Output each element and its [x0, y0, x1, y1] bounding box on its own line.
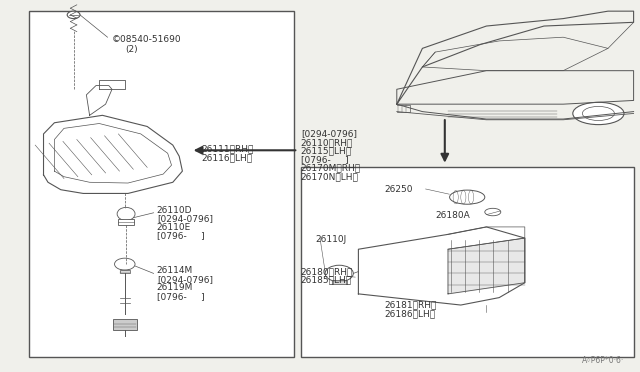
- Text: 26115（LH）: 26115（LH）: [301, 147, 352, 155]
- Ellipse shape: [449, 190, 485, 204]
- Text: 26181（RH）: 26181（RH）: [384, 301, 436, 310]
- Polygon shape: [358, 227, 525, 305]
- Text: (2): (2): [125, 45, 138, 54]
- Text: [0796-     ]: [0796- ]: [157, 231, 204, 240]
- Text: [0294-0796]: [0294-0796]: [157, 275, 212, 284]
- Circle shape: [325, 265, 353, 282]
- Text: 26180A: 26180A: [435, 211, 470, 220]
- Text: [0294-0796]: [0294-0796]: [301, 129, 357, 138]
- Text: 26111（RH）: 26111（RH）: [202, 144, 254, 153]
- Circle shape: [115, 258, 135, 270]
- Text: 26180（RH）: 26180（RH）: [301, 267, 353, 276]
- Ellipse shape: [573, 102, 624, 125]
- FancyBboxPatch shape: [301, 167, 634, 357]
- Text: A◦P6P*0·6·: A◦P6P*0·6·: [582, 356, 624, 365]
- Text: 26170M（RH）: 26170M（RH）: [301, 164, 361, 173]
- FancyBboxPatch shape: [29, 11, 294, 357]
- Text: 26185（LH）: 26185（LH）: [301, 276, 352, 285]
- Text: 26110E: 26110E: [157, 223, 191, 232]
- Ellipse shape: [582, 106, 614, 121]
- Polygon shape: [44, 115, 182, 193]
- Text: 26110（RH）: 26110（RH）: [301, 138, 353, 147]
- Text: 26110J: 26110J: [315, 235, 346, 244]
- Text: 26170N（LH）: 26170N（LH）: [301, 172, 358, 181]
- FancyBboxPatch shape: [113, 319, 137, 330]
- Text: 26119M: 26119M: [157, 283, 193, 292]
- Ellipse shape: [485, 208, 501, 216]
- FancyBboxPatch shape: [118, 219, 134, 225]
- Text: 26114M: 26114M: [157, 266, 193, 275]
- Text: 26186（LH）: 26186（LH）: [384, 309, 435, 318]
- Text: [0796-     ]: [0796- ]: [301, 155, 348, 164]
- Text: 26116（LH）: 26116（LH）: [202, 153, 253, 162]
- Text: ©08540-51690: ©08540-51690: [112, 35, 182, 44]
- FancyBboxPatch shape: [332, 280, 347, 284]
- Text: 26110D: 26110D: [157, 206, 192, 215]
- FancyBboxPatch shape: [120, 270, 130, 273]
- Text: [0294-0796]: [0294-0796]: [157, 214, 212, 223]
- Text: 26250: 26250: [384, 185, 413, 194]
- Ellipse shape: [117, 208, 135, 220]
- Circle shape: [67, 11, 80, 19]
- Text: [0796-     ]: [0796- ]: [157, 292, 204, 301]
- Polygon shape: [448, 238, 525, 294]
